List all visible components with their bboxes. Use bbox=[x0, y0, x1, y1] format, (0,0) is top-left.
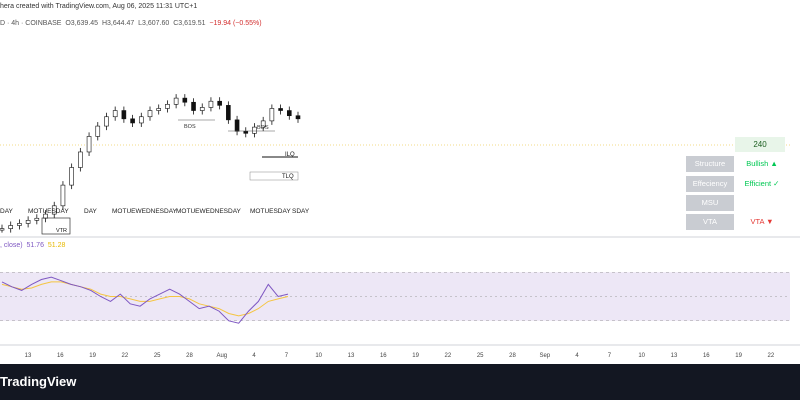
price-chart[interactable]: BOS BOS ILQ TLQ VTR DAY MOTUESDAY DAY MOTUEWEDNE… bbox=[0, 0, 800, 364]
day-label: MOTUEWEDNESDAY bbox=[112, 208, 178, 215]
candle-body bbox=[165, 104, 170, 109]
rsi-prefix: , close) bbox=[0, 242, 23, 249]
tlq-label: TLQ bbox=[282, 174, 294, 180]
structure-value: Bullish ▲ bbox=[736, 156, 788, 172]
x-tick-label: 13 bbox=[348, 353, 355, 359]
x-tick-label: 10 bbox=[638, 353, 645, 359]
vtr-box bbox=[41, 217, 71, 235]
candle-body bbox=[0, 228, 5, 231]
x-tick-label: 16 bbox=[380, 353, 387, 359]
candle-body bbox=[138, 116, 144, 124]
x-tick-label: 13 bbox=[25, 353, 32, 359]
candle-body bbox=[278, 108, 283, 111]
efficiency-label: Effeciency bbox=[686, 176, 734, 192]
candle-body bbox=[295, 115, 301, 120]
x-tick-label: 4 bbox=[252, 353, 256, 359]
rsi-ma-line bbox=[1, 281, 289, 317]
vta-value: VTA ▼ bbox=[736, 214, 788, 230]
candle-body bbox=[60, 184, 66, 207]
high-value: H3,644.47 bbox=[101, 20, 135, 27]
candle-body bbox=[260, 120, 266, 128]
candle-body bbox=[191, 101, 196, 111]
x-tick-label: 19 bbox=[735, 353, 742, 359]
candle-body bbox=[34, 217, 40, 221]
candle-body bbox=[78, 151, 83, 168]
candle-body bbox=[69, 167, 74, 186]
day-label: MOTUESDAY bbox=[250, 208, 291, 215]
candle-body bbox=[182, 97, 188, 103]
tradingview-logo: TradingView bbox=[0, 374, 77, 389]
candle-body bbox=[208, 100, 214, 108]
close-value: C3,619.51 bbox=[173, 20, 206, 27]
structure-label: Structure bbox=[686, 156, 734, 172]
x-tick-label: 28 bbox=[186, 353, 193, 359]
x-tick-label: 10 bbox=[315, 353, 322, 359]
rsi-ma-value: 51.28 bbox=[47, 242, 66, 249]
candle-body bbox=[217, 100, 222, 106]
low-value: L3,607.60 bbox=[138, 20, 170, 27]
rsi-line bbox=[1, 276, 289, 324]
candle-body bbox=[199, 107, 205, 111]
candle-body bbox=[17, 223, 22, 226]
x-tick-label: 28 bbox=[509, 353, 516, 359]
candle-body bbox=[243, 130, 249, 134]
candle-body bbox=[95, 125, 101, 137]
candle-body bbox=[234, 119, 240, 132]
x-tick-label: 22 bbox=[122, 353, 129, 359]
open-value: O3,639.45 bbox=[65, 20, 99, 27]
x-tick-label: 22 bbox=[445, 353, 452, 359]
ilq-label: ILQ bbox=[285, 152, 295, 158]
candle-body bbox=[86, 136, 92, 153]
x-tick-label: 22 bbox=[768, 353, 775, 359]
candle-body bbox=[147, 110, 153, 118]
candle-body bbox=[173, 97, 179, 105]
efficiency-value: Efficient ✓ bbox=[736, 176, 788, 192]
tlq-box bbox=[249, 171, 299, 181]
x-tick-label: Sep bbox=[539, 353, 550, 359]
day-label: MOTUESDAY bbox=[28, 208, 69, 215]
candle-body bbox=[286, 110, 292, 117]
x-tick-label: 25 bbox=[154, 353, 161, 359]
vta-label: VTA bbox=[686, 214, 734, 230]
candle-body bbox=[252, 126, 257, 134]
x-tick-label: 4 bbox=[575, 353, 579, 359]
vtr-label: VTR bbox=[56, 228, 67, 234]
candle-body bbox=[226, 105, 231, 121]
price-axis bbox=[788, 30, 800, 364]
ohlc-readout: D · 4h · COINBASE O3,639.45 H3,644.47 L3… bbox=[0, 20, 262, 27]
change-value: −19.94 (−0.55%) bbox=[209, 20, 262, 27]
candle-body bbox=[269, 108, 275, 122]
msu-label: MSU bbox=[686, 195, 734, 211]
bos-label-2: BOS bbox=[257, 125, 269, 131]
candle-body bbox=[112, 110, 118, 118]
candle-body bbox=[25, 220, 31, 224]
candle-body bbox=[51, 205, 57, 215]
chart-caption: hera created with TradingView.com, Aug 0… bbox=[0, 3, 198, 10]
x-tick-label: 7 bbox=[608, 353, 612, 359]
day-label: MOTUEWEDNESDAY bbox=[176, 208, 242, 215]
x-tick-label: 19 bbox=[412, 353, 419, 359]
x-tick-label: 19 bbox=[89, 353, 96, 359]
day-label: SDAY bbox=[292, 208, 310, 215]
timeframe-badge: 240 bbox=[735, 137, 785, 152]
candle-body bbox=[130, 118, 135, 124]
bos-label-1: BOS bbox=[184, 124, 196, 130]
candle-body bbox=[121, 110, 127, 120]
x-tick-label: 7 bbox=[285, 353, 289, 359]
symbol-label: D · 4h · COINBASE bbox=[0, 20, 62, 27]
candle-body bbox=[104, 116, 109, 127]
x-tick-label: 16 bbox=[703, 353, 710, 359]
candle-body bbox=[156, 108, 162, 111]
rsi-header: , close) 51.76 51.28 bbox=[0, 242, 65, 249]
x-tick-label: 25 bbox=[477, 353, 484, 359]
msu-value bbox=[736, 195, 788, 211]
x-tick-label: Aug bbox=[216, 353, 227, 359]
day-label: DAY bbox=[0, 208, 14, 215]
x-tick-label: 16 bbox=[57, 353, 64, 359]
x-tick-label: 13 bbox=[671, 353, 678, 359]
footer-bar bbox=[0, 364, 800, 400]
candle-body bbox=[8, 225, 14, 229]
rsi-value: 51.76 bbox=[26, 242, 44, 249]
day-label: DAY bbox=[84, 208, 98, 215]
